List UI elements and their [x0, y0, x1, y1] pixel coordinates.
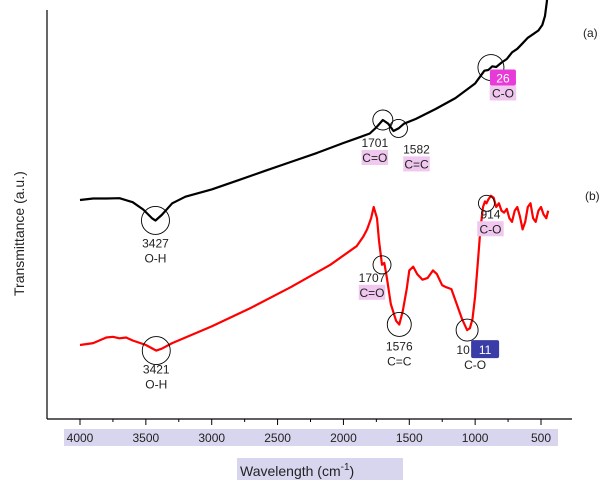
- peak-circle-1701: [372, 109, 394, 131]
- group-label-1576: C=C: [387, 354, 412, 368]
- peak-label-26: 26: [496, 72, 510, 86]
- series-label-a: (a): [583, 26, 598, 40]
- x-tick-label-2500: 2500: [264, 431, 291, 445]
- series-line-b: [79, 194, 550, 352]
- x-tick-label-3500: 3500: [133, 431, 160, 445]
- x-tick-label-1500: 1500: [396, 431, 423, 445]
- peak-label-10: 10: [456, 343, 470, 357]
- group-label-3421: O-H: [145, 378, 167, 392]
- group-highlight-1582: [403, 156, 430, 172]
- group-highlight-1701: [361, 150, 389, 165]
- group-label-3427: O-H: [144, 251, 166, 265]
- x-tick-label-1000: 1000: [462, 431, 489, 445]
- peak-circle-3427: [141, 206, 170, 235]
- group-highlight-914: [477, 221, 504, 237]
- x-tick-label-500: 500: [531, 431, 551, 445]
- x-axis-title: Wavelength (cm-1): [240, 462, 354, 479]
- group-highlight-26: [489, 85, 517, 101]
- group-label-26: C-O: [492, 87, 514, 101]
- group-highlight-1707: [358, 284, 386, 300]
- group-label-914: C-O: [479, 222, 501, 236]
- peak-circle-1582: [389, 118, 408, 138]
- x-tick-label-3000: 3000: [198, 431, 225, 445]
- peak-label-1582: 1582: [403, 142, 430, 156]
- peak-label-3427: 3427: [142, 236, 169, 250]
- group-label-1701: C=O: [362, 151, 387, 165]
- peak-circle-10: [455, 318, 479, 342]
- x-tick-label-2000: 2000: [330, 431, 357, 445]
- peak-label-914: 914: [480, 207, 500, 221]
- peak-circle-3421: [141, 336, 171, 366]
- peak-circle-914: [478, 194, 495, 212]
- series-line-a: [79, 0, 549, 222]
- label-badge-26: [489, 69, 516, 86]
- x-tick-label-band: [64, 429, 558, 446]
- peak-label-1701: 1701: [361, 136, 388, 150]
- series-label-b: (b): [585, 189, 600, 203]
- label-badge-11: [471, 340, 500, 359]
- peak-label-3421: 3421: [143, 363, 170, 377]
- peak-circle-1576: [386, 312, 412, 337]
- x-axis-title-bg: [237, 458, 403, 480]
- y-axis-title: Transmittance (a.u.): [11, 171, 27, 296]
- group-label-1707: C=O: [360, 286, 385, 300]
- x-tick-label-4000: 4000: [67, 431, 94, 445]
- peak-label-1576: 1576: [386, 339, 413, 353]
- peak-label-badge-11: 11: [479, 343, 492, 357]
- peak-circle-1707: [372, 255, 392, 275]
- group-label-10: C-O: [464, 358, 486, 372]
- group-label-1582: C=C: [404, 157, 429, 171]
- peak-label-1707: 1707: [359, 271, 386, 285]
